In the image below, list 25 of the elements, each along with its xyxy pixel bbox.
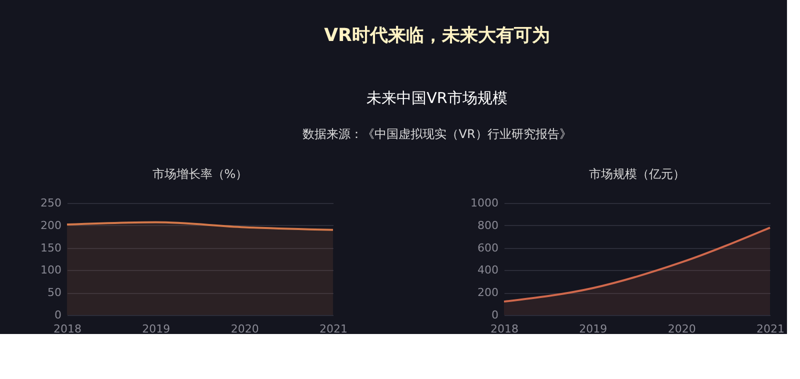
y-tick-label: 200: [478, 286, 498, 300]
y-tick-label: 0: [54, 308, 62, 322]
source-note: 数据来源：《中国虚拟现实（VR）行业研究报告》: [302, 127, 572, 141]
x-tick-label: 2018: [490, 322, 518, 336]
chart-title: 市场规模（亿元）: [589, 167, 685, 181]
text: VR时代来临，未来大有可为: [324, 25, 550, 46]
y-tick-label: 800: [478, 218, 498, 232]
x-tick-label: 2020: [668, 322, 696, 336]
text: 未来中国VR市场规模: [366, 89, 508, 107]
y-tick-label: 1000: [470, 196, 498, 210]
x-tick-label: 2021: [320, 322, 348, 336]
y-tick-label: 150: [40, 241, 62, 254]
x-tick-label: 2021: [756, 322, 784, 336]
y-tick-label: 100: [40, 264, 62, 277]
x-tick-label: 2019: [579, 322, 608, 336]
y-tick-label: 200: [40, 218, 62, 232]
x-tick-label: 2020: [230, 322, 259, 336]
y-tick-label: 400: [478, 264, 498, 277]
x-tick-label: 2018: [54, 322, 82, 336]
y-tick-label: 250: [40, 196, 62, 210]
y-tick-label: 0: [492, 308, 498, 322]
y-tick-label: 50: [48, 286, 62, 300]
chart-title: 市场增长率（%）: [152, 167, 248, 181]
y-tick-label: 600: [478, 241, 498, 254]
x-tick-label: 2019: [142, 322, 170, 336]
